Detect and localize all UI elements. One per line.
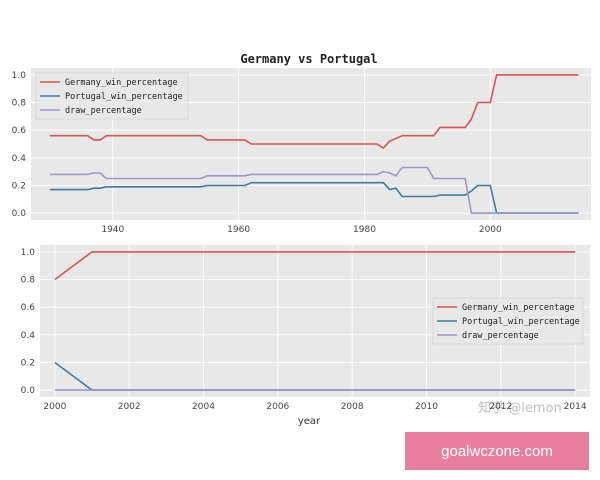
y-tick-label: 0.0: [21, 386, 36, 396]
x-tick-label: 1960: [227, 225, 250, 235]
y-tick-label: 0.6: [21, 303, 36, 313]
y-tick-label: 0.4: [12, 154, 27, 164]
y-tick-label: 0.8: [12, 99, 27, 109]
x-tick-label: 2004: [192, 402, 215, 412]
chart-panel-2: 0.0 0.2 0.4 0.6 0.8 1.0 2000 2002 2004 2006 2008 20…: [21, 245, 590, 412]
legend-label: Portugal_win_percentage: [462, 317, 580, 327]
legend-label: Germany_win_percentage: [462, 303, 575, 313]
x-tick-label: 2014: [564, 402, 587, 412]
chart-panel-1: 0.0 0.2 0.4 0.6 0.8 1.0 1940 1960 1980 2000 German…: [12, 68, 591, 235]
y-tick-label: 0.6: [12, 126, 27, 136]
x-tick-label: 2006: [266, 402, 289, 412]
y-tick-label: 1.0: [21, 248, 36, 258]
legend: Germany_win_percentage Portugal_win_perce…: [35, 72, 189, 120]
legend-box: [35, 72, 189, 120]
watermark: 知乎 @lemon: [478, 400, 562, 416]
y-tick-label: 1.0: [12, 71, 27, 81]
x-tick-label: 1980: [353, 225, 376, 235]
x-axis-label: year: [298, 416, 321, 427]
x-tick-label: 2000: [43, 402, 66, 412]
legend-label: Germany_win_percentage: [65, 78, 178, 88]
legend-box: [432, 297, 584, 345]
x-tick-label: 1940: [101, 225, 124, 235]
series-line-germany-win-percentage: [54, 251, 576, 281]
y-tick-label: 0.0: [12, 209, 27, 219]
x-tick-label: 2012: [489, 402, 512, 412]
y-tick-label: 0.4: [21, 331, 36, 341]
x-tick-label: 2008: [341, 402, 364, 412]
legend-label: Portugal_win_percentage: [65, 92, 183, 102]
y-tick-label: 0.8: [21, 276, 36, 286]
legend-label: draw_percentage: [462, 331, 539, 341]
y-tick-label: 0.2: [21, 358, 35, 368]
x-tick-label: 2010: [415, 402, 438, 412]
x-tick-label: 2000: [479, 225, 502, 235]
legend-label: draw_percentage: [65, 106, 142, 116]
series-line-germany-win-percentage: [49, 74, 579, 149]
y-tick-label: 0.2: [12, 181, 26, 191]
series-line-portugal-win-percentage: [49, 181, 579, 214]
series-line-draw-percentage: [49, 166, 579, 214]
chart-title: Germany vs Portugal: [240, 52, 377, 66]
x-tick-label: 2002: [118, 402, 141, 412]
site-badge: goalwczone.com: [405, 432, 589, 470]
legend: Germany_win_percentage Portugal_win_perce…: [432, 297, 584, 345]
